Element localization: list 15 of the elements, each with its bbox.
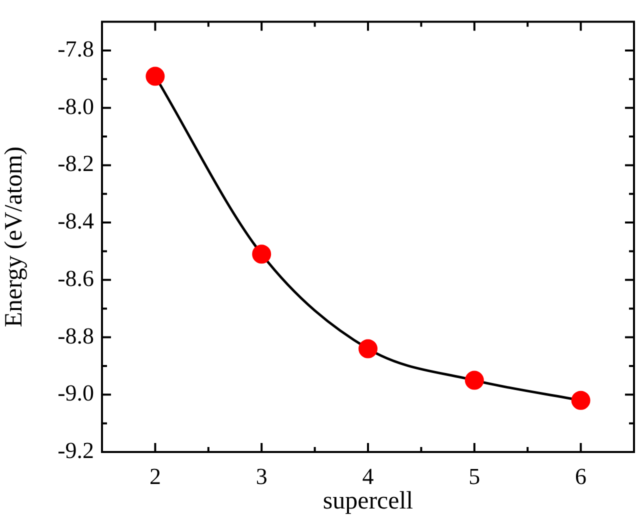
y-tick-label: -8.2 (58, 151, 94, 176)
x-tick-label: 6 (575, 464, 587, 489)
x-tick-label: 5 (468, 464, 480, 489)
x-tick-label: 2 (149, 464, 161, 489)
y-tick-label: -8.8 (58, 323, 94, 348)
x-tick-label: 3 (256, 464, 268, 489)
y-tick-label: -8.0 (58, 94, 94, 119)
y-axis-title: Energy (eV/atom) (0, 146, 28, 328)
y-tick-label: -8.4 (58, 208, 94, 234)
y-tick-label: -8.6 (58, 266, 94, 291)
y-tick-label: -7.8 (58, 36, 94, 62)
x-axis-title: supercell (322, 488, 414, 515)
x-tick-label: 4 (362, 464, 374, 489)
y-tick-label: -9.2 (58, 438, 94, 464)
y-tick-label: -9.0 (58, 380, 94, 406)
